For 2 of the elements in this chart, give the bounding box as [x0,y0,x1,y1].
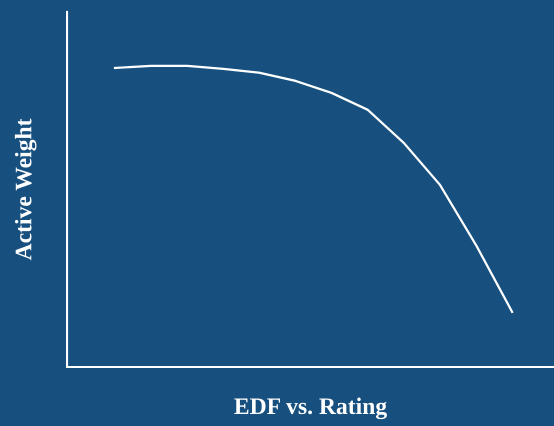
x-axis-title: EDF vs. Rating [234,398,387,420]
y-axis-title: Active Weight [14,118,36,260]
